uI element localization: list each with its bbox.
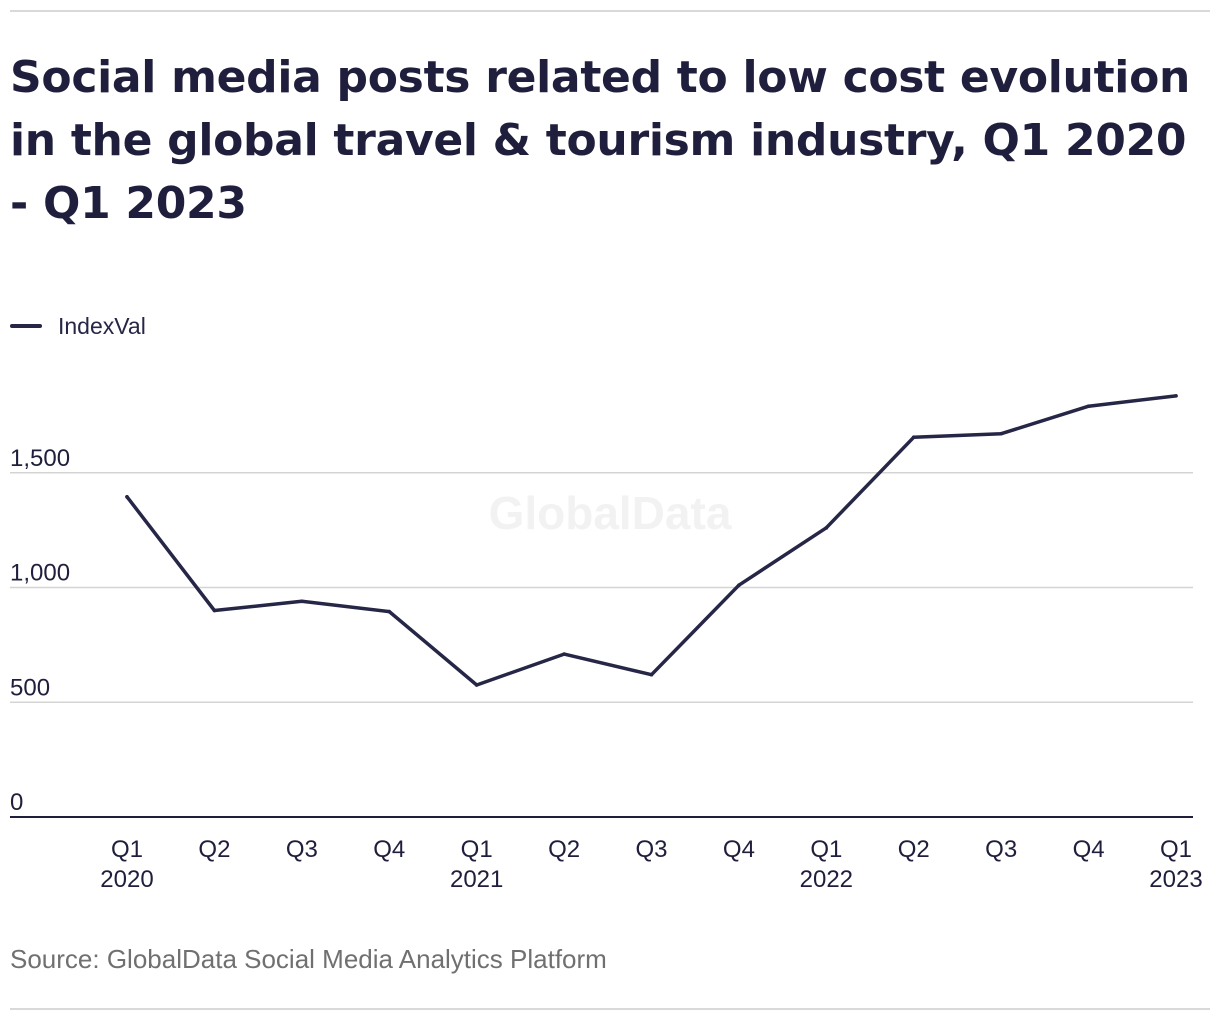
legend-line-swatch (10, 324, 42, 328)
chart-title: Social media posts related to low cost e… (10, 52, 1191, 229)
data-point (1174, 394, 1178, 398)
x-tick-label: Q4 (373, 836, 405, 863)
gridlines (10, 472, 1193, 703)
data-point (474, 683, 479, 687)
x-tick-label: 2021 (450, 866, 503, 893)
x-tick-label: Q1 (111, 836, 143, 863)
x-axis-tick-labels: Q1 2020 Q2 Q3 Q4 Q1 2021 Q2 Q3 Q4 Q1 2022 Q2 Q3 Q4 Q1 20… (100, 836, 1202, 893)
legend: IndexVal (10, 312, 146, 340)
y-tick-label: 1,500 (10, 445, 70, 472)
source-note: Source: GlobalData Social Media Analytic… (10, 944, 607, 974)
data-point (999, 431, 1003, 436)
data-point (824, 526, 829, 530)
data-point (562, 652, 566, 656)
x-tick-label: 2020 (100, 866, 153, 893)
x-tick-label: Q1 (810, 836, 842, 863)
data-point (911, 435, 916, 439)
data-point (387, 609, 392, 614)
x-tick-label: Q3 (985, 836, 1017, 863)
x-tick-label: Q4 (723, 836, 755, 863)
bottom-divider (10, 1008, 1210, 1010)
legend-label: IndexVal (58, 312, 146, 339)
x-tick-label: Q3 (635, 836, 667, 863)
x-tick-label: Q1 (461, 836, 493, 863)
x-tick-label: 2023 (1149, 866, 1202, 893)
y-tick-label: 500 (10, 674, 50, 701)
top-divider (10, 10, 1210, 12)
x-tick-label: Q2 (198, 836, 230, 863)
series-line (125, 394, 1178, 687)
data-point (300, 599, 304, 604)
x-tick-label: Q2 (898, 836, 930, 863)
watermark: GlobalData (488, 487, 732, 539)
data-point (125, 495, 129, 499)
y-tick-label: 1,000 (10, 560, 70, 587)
x-tick-label: Q4 (1073, 836, 1105, 863)
data-point (1086, 404, 1091, 408)
data-point (737, 583, 741, 588)
x-tick-label: Q2 (548, 836, 580, 863)
x-tick-label: 2022 (800, 866, 853, 893)
x-tick-label: Q3 (286, 836, 318, 863)
x-tick-label: Q1 (1160, 836, 1192, 863)
y-axis-tick-labels: 0 500 1,000 1,500 (10, 445, 70, 816)
data-point (649, 672, 654, 677)
series-group (125, 394, 1178, 687)
y-tick-label: 0 (10, 789, 23, 816)
data-point (212, 608, 217, 613)
